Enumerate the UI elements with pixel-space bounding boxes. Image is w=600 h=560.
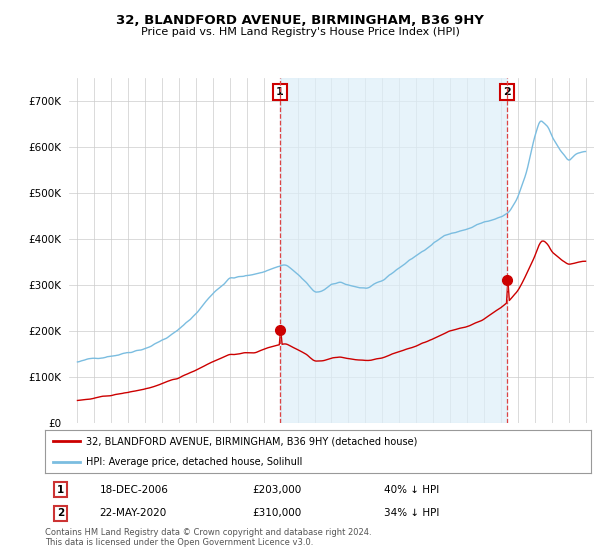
Text: 2: 2: [503, 87, 511, 97]
Text: 32, BLANDFORD AVENUE, BIRMINGHAM, B36 9HY (detached house): 32, BLANDFORD AVENUE, BIRMINGHAM, B36 9H…: [86, 436, 418, 446]
Text: 2: 2: [56, 508, 64, 519]
Bar: [280, 78, 507, 423]
Text: £310,000: £310,000: [253, 508, 302, 519]
Text: 1: 1: [276, 87, 284, 97]
Text: 34% ↓ HPI: 34% ↓ HPI: [383, 508, 439, 519]
Text: Price paid vs. HM Land Registry's House Price Index (HPI): Price paid vs. HM Land Registry's House …: [140, 27, 460, 37]
Text: 18-DEC-2006: 18-DEC-2006: [100, 485, 169, 495]
Text: 1: 1: [56, 485, 64, 495]
Text: 22-MAY-2020: 22-MAY-2020: [100, 508, 167, 519]
Text: 40% ↓ HPI: 40% ↓ HPI: [383, 485, 439, 495]
Text: HPI: Average price, detached house, Solihull: HPI: Average price, detached house, Soli…: [86, 457, 302, 467]
Text: £203,000: £203,000: [253, 485, 302, 495]
Text: Contains HM Land Registry data © Crown copyright and database right 2024.
This d: Contains HM Land Registry data © Crown c…: [45, 528, 371, 548]
Text: 32, BLANDFORD AVENUE, BIRMINGHAM, B36 9HY: 32, BLANDFORD AVENUE, BIRMINGHAM, B36 9H…: [116, 14, 484, 27]
